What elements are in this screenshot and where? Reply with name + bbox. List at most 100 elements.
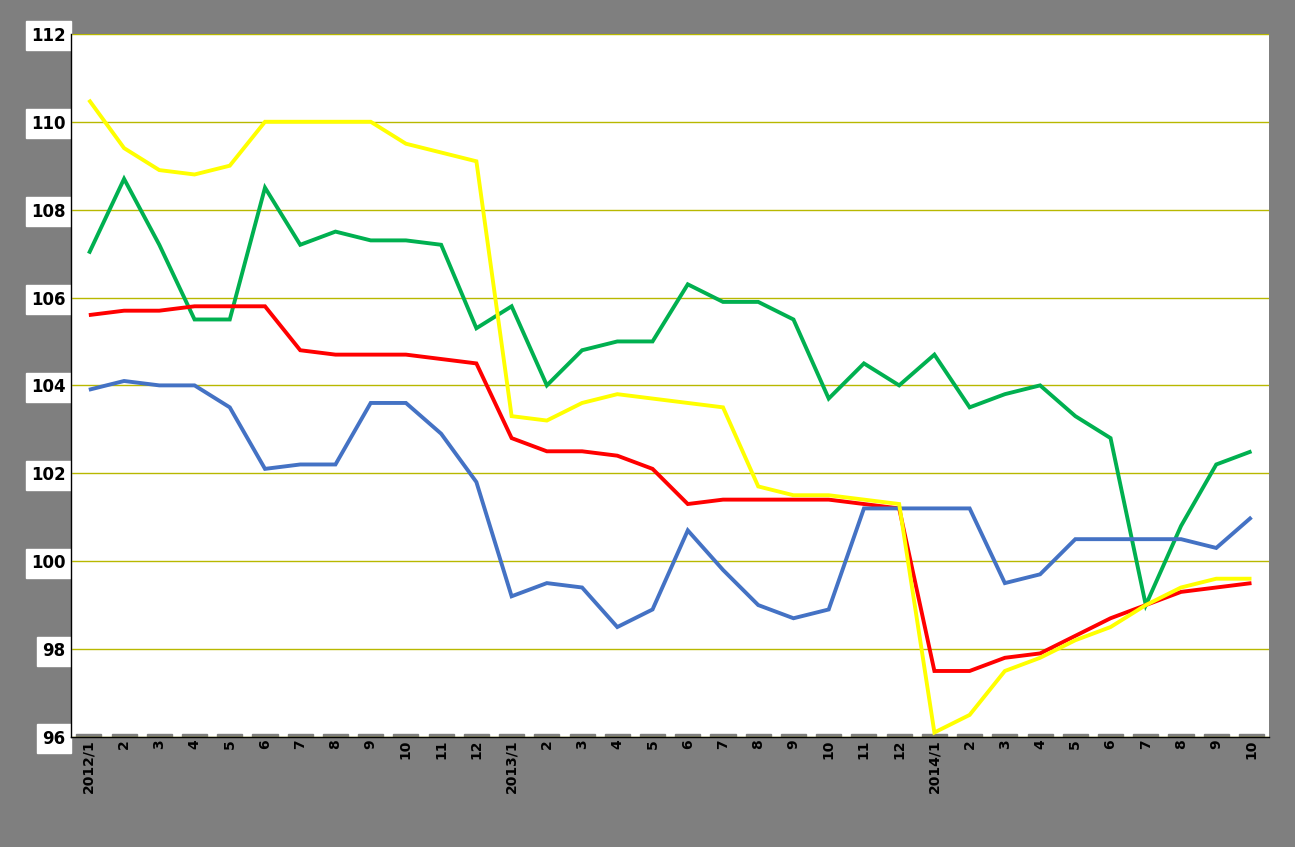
Potraviny <box>574 346 589 356</box>
Doprava <box>1032 569 1048 579</box>
Potraviny <box>786 314 802 324</box>
Zdraví <box>1138 600 1154 610</box>
Doprava <box>1103 534 1119 545</box>
Zdraví <box>680 398 695 408</box>
Zdraví <box>328 117 343 127</box>
Potraviny <box>1103 433 1119 443</box>
Doprava <box>221 402 237 412</box>
Bydlení <box>186 302 202 312</box>
Line: Doprava: Doprava <box>89 381 1251 627</box>
Potraviny <box>997 389 1013 399</box>
Bydlení <box>645 464 660 474</box>
Doprava <box>82 385 97 395</box>
Doprava <box>715 565 730 575</box>
Doprava <box>434 429 449 439</box>
Zdraví <box>258 117 273 127</box>
Bydlení <box>363 350 378 360</box>
Potraviny <box>469 324 484 334</box>
Potraviny <box>1067 411 1083 421</box>
Bydlení <box>293 346 308 356</box>
Bydlení <box>1208 583 1224 593</box>
Doprava <box>786 613 802 623</box>
Bydlení <box>997 653 1013 663</box>
Zdraví <box>715 402 730 412</box>
Potraviny <box>645 336 660 346</box>
Potraviny <box>962 402 978 412</box>
Doprava <box>293 459 308 469</box>
Potraviny <box>328 226 343 236</box>
Zdraví <box>504 411 519 421</box>
Potraviny <box>1032 380 1048 390</box>
Doprava <box>1067 534 1083 545</box>
Zdraví <box>1032 653 1048 663</box>
Doprava <box>117 376 132 386</box>
Potraviny <box>363 235 378 246</box>
Doprava <box>539 578 554 588</box>
Zdraví <box>117 143 132 153</box>
Zdraví <box>363 117 378 127</box>
Bydlení <box>610 451 625 461</box>
Potraviny <box>293 240 308 250</box>
Doprava <box>258 464 273 474</box>
Doprava <box>645 605 660 615</box>
Doprava <box>927 503 943 513</box>
Bydlení <box>221 302 237 312</box>
Potraviny <box>1173 521 1189 531</box>
Zdraví <box>293 117 308 127</box>
Doprava <box>856 503 872 513</box>
Doprava <box>504 591 519 601</box>
Zdraví <box>1067 635 1083 645</box>
Bydlení <box>1243 578 1259 588</box>
Doprava <box>751 600 767 610</box>
Line: Potraviny: Potraviny <box>89 179 1251 605</box>
Potraviny <box>891 380 906 390</box>
Bydlení <box>680 499 695 509</box>
Doprava <box>821 605 837 615</box>
Potraviny <box>1243 446 1259 457</box>
Bydlení <box>1103 613 1119 623</box>
Potraviny <box>221 314 237 324</box>
Zdraví <box>186 169 202 180</box>
Doprava <box>186 380 202 390</box>
Line: Bydlení: Bydlení <box>89 307 1251 671</box>
Zdraví <box>539 415 554 425</box>
Potraviny <box>856 358 872 368</box>
Doprava <box>398 398 413 408</box>
Bydlení <box>786 495 802 505</box>
Zdraví <box>1243 573 1259 584</box>
Doprava <box>962 503 978 513</box>
Zdraví <box>221 161 237 171</box>
Doprava <box>363 398 378 408</box>
Line: Zdraví: Zdraví <box>89 100 1251 733</box>
Doprava <box>469 477 484 487</box>
Potraviny <box>1138 600 1154 610</box>
Potraviny <box>82 248 97 258</box>
Zdraví <box>962 710 978 720</box>
Zdraví <box>434 147 449 158</box>
Doprava <box>1243 512 1259 523</box>
Zdraví <box>152 165 167 175</box>
Doprava <box>1173 534 1189 545</box>
Bydlení <box>891 503 906 513</box>
Zdraví <box>398 139 413 149</box>
Bydlení <box>715 495 730 505</box>
Bydlení <box>469 358 484 368</box>
Bydlení <box>1032 648 1048 658</box>
Doprava <box>891 503 906 513</box>
Bydlení <box>856 499 872 509</box>
Potraviny <box>610 336 625 346</box>
Doprava <box>1208 543 1224 553</box>
Bydlení <box>82 310 97 320</box>
Potraviny <box>186 314 202 324</box>
Potraviny <box>1208 459 1224 469</box>
Doprava <box>997 578 1013 588</box>
Bydlení <box>1067 631 1083 641</box>
Potraviny <box>258 183 273 193</box>
Zdraví <box>786 490 802 501</box>
Bydlení <box>434 354 449 364</box>
Zdraví <box>574 398 589 408</box>
Zdraví <box>997 666 1013 676</box>
Bydlení <box>821 495 837 505</box>
Zdraví <box>610 389 625 399</box>
Zdraví <box>821 490 837 501</box>
